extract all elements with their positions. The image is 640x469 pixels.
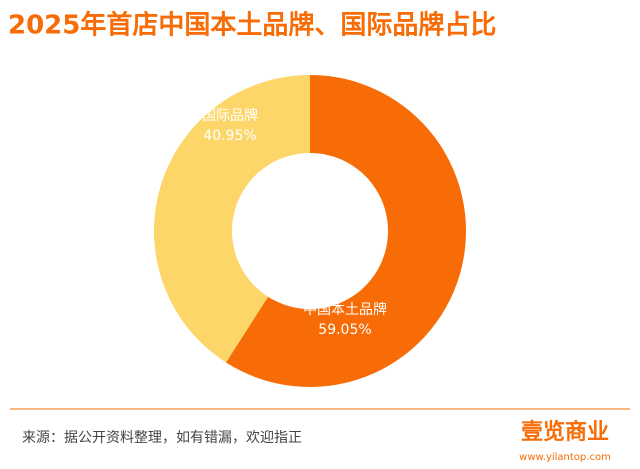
logo-name: 壹览商业 — [521, 419, 609, 445]
segment-label: 中国本土品牌 — [303, 301, 387, 318]
donut-segment — [225, 75, 467, 388]
donut: 中国本土品牌 59.05% 国际品牌 40.95% — [154, 75, 467, 388]
value-label: 59.05% — [318, 322, 371, 338]
value-label: 40.95% — [203, 128, 256, 144]
source-note: 来源：据公开资料整理，如有错漏，欢迎指正 — [22, 430, 302, 446]
donut-segment — [154, 75, 310, 363]
segment-label: 国际品牌 — [202, 107, 258, 124]
logo-url: www.yilantop.com — [519, 452, 611, 463]
chart-title: 2025年首店中国本土品牌、国际品牌占比 — [8, 10, 496, 41]
